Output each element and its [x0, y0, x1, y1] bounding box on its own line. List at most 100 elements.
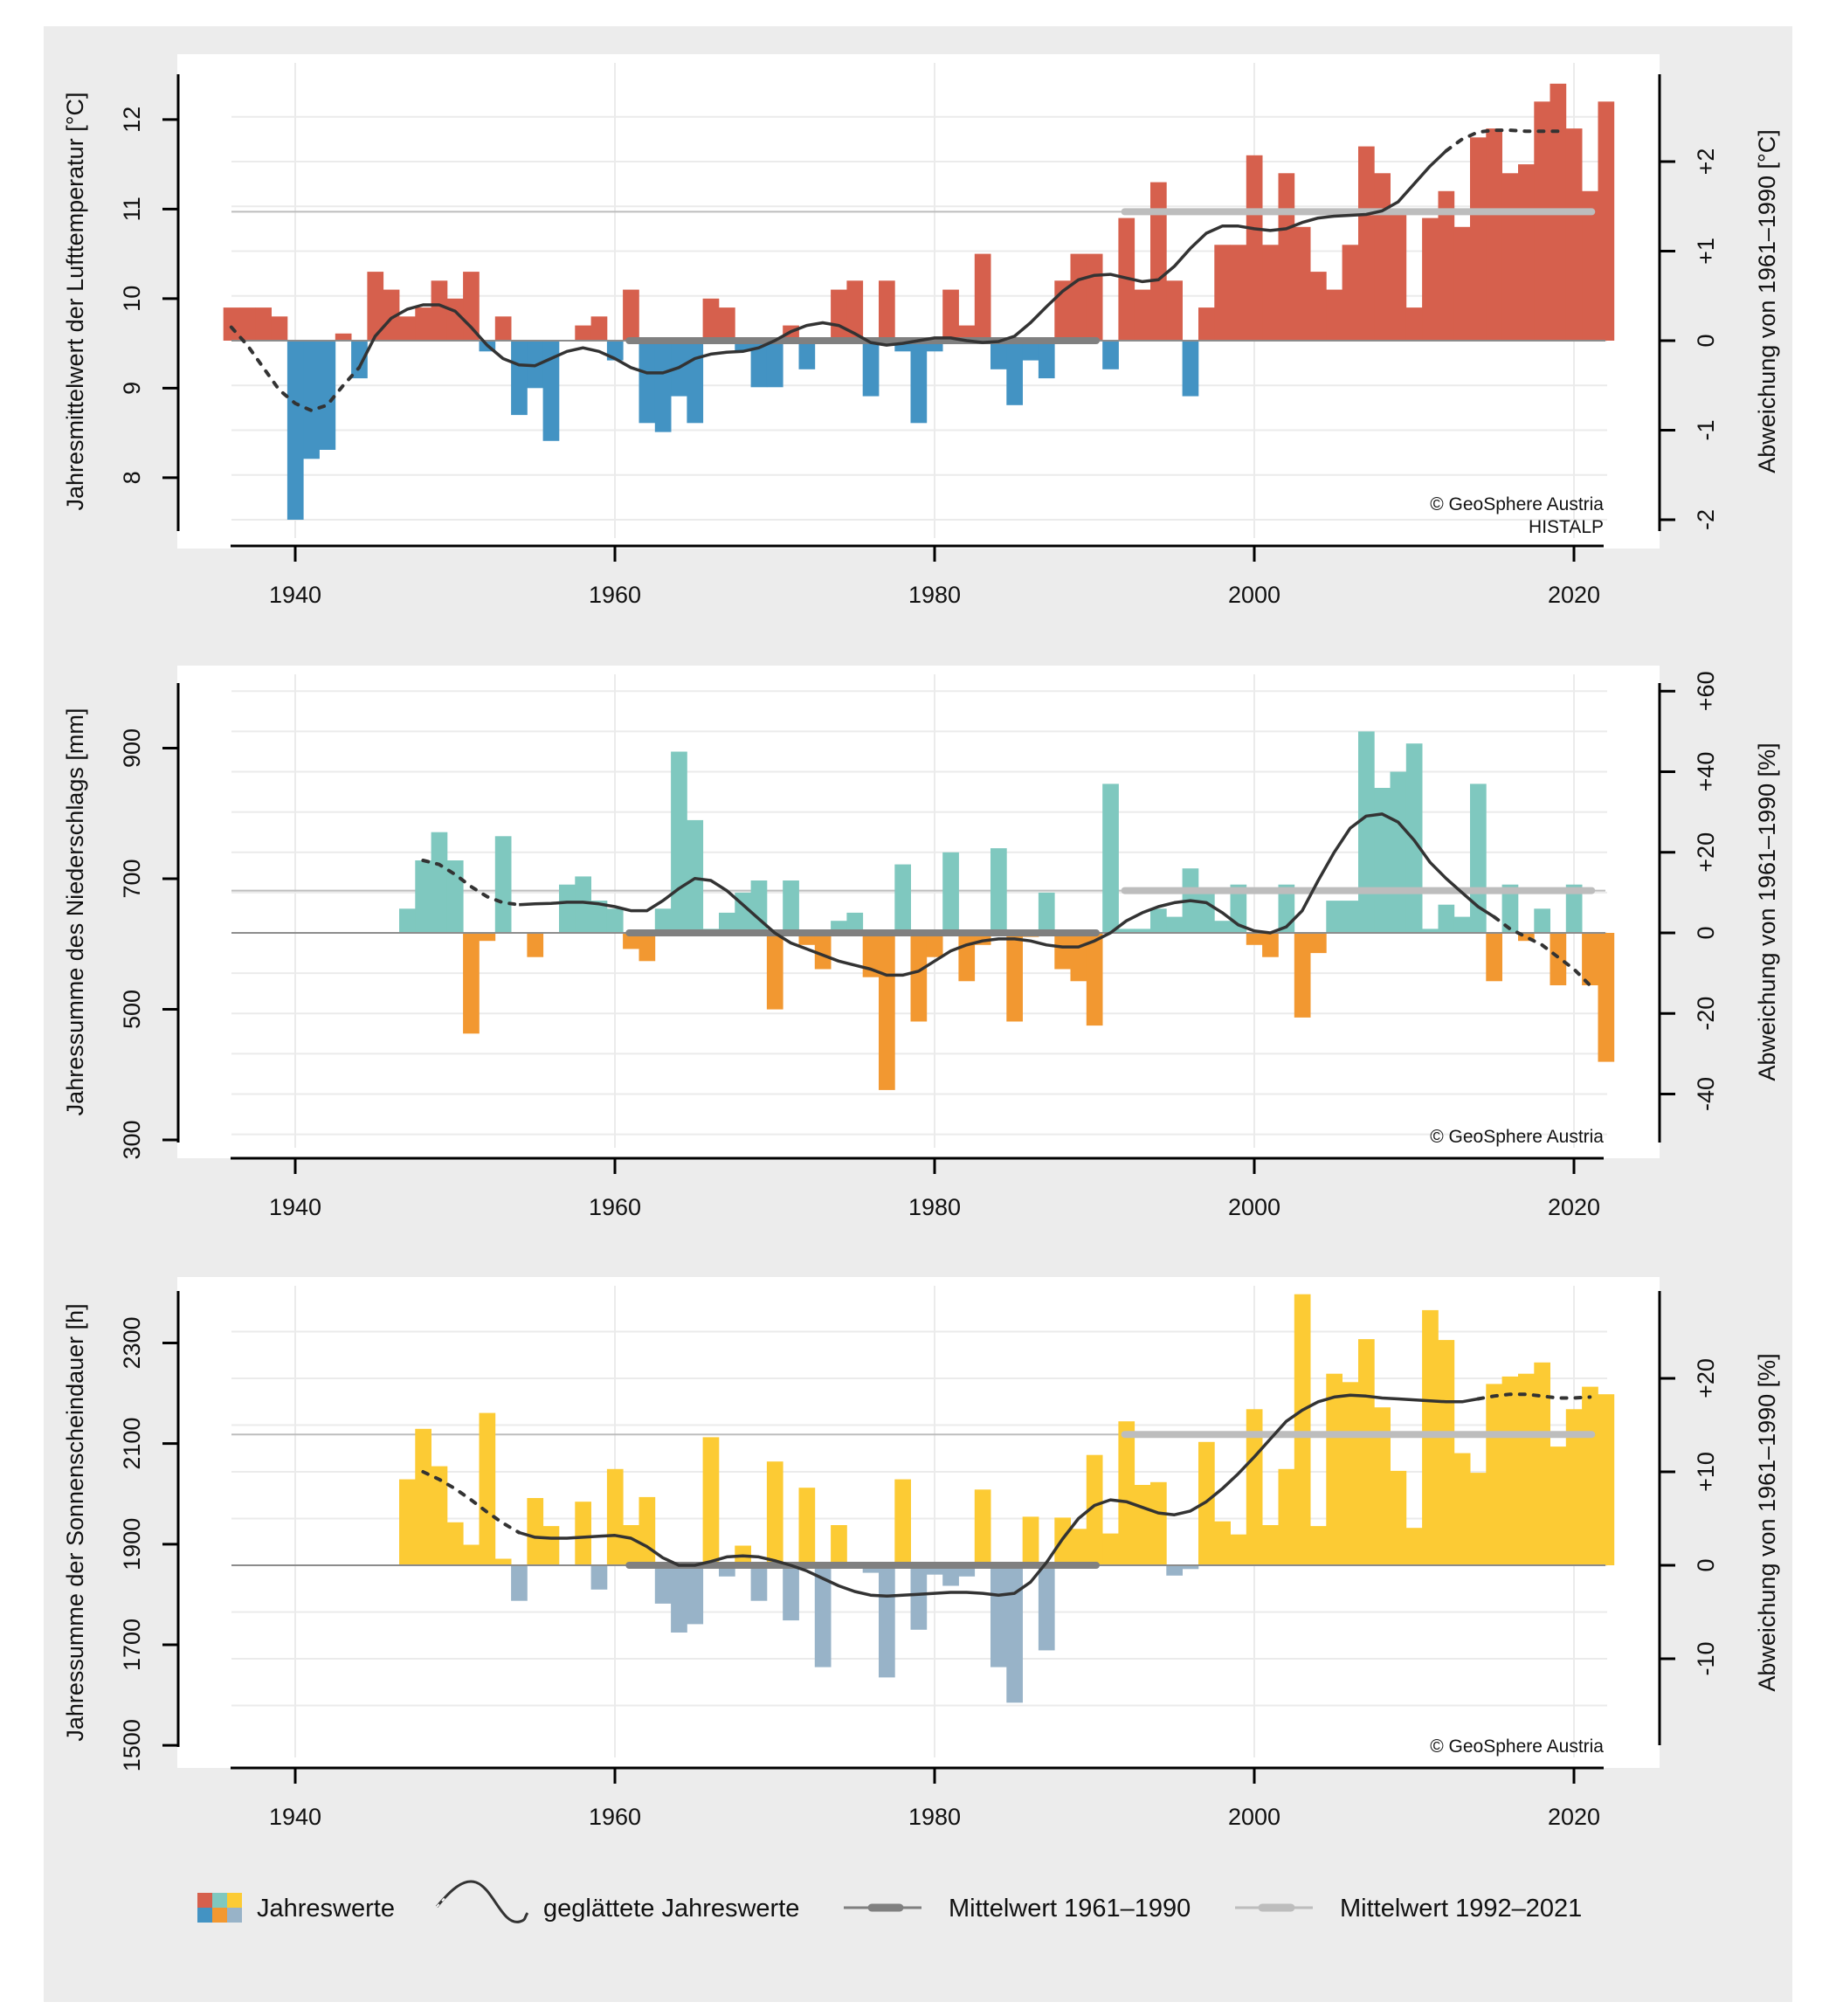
- bars: [223, 83, 1615, 520]
- bar-positive: [1294, 226, 1311, 341]
- x-tick-label: 2000: [1228, 1804, 1280, 1830]
- bar-negative: [1006, 933, 1023, 1022]
- x-tick-label: 1940: [269, 1194, 321, 1220]
- bar-positive: [623, 1525, 639, 1565]
- bar-positive: [1470, 1473, 1487, 1565]
- bar-positive: [399, 316, 416, 341]
- bar-positive: [1534, 1362, 1550, 1565]
- right-y-axis-title: Abweichung von 1961–1990 [°C]: [1754, 129, 1780, 473]
- credit-text: © GeoSphere Austria: [1430, 1736, 1604, 1757]
- left-y-tick-label: 900: [119, 728, 145, 768]
- bar-negative: [1310, 933, 1327, 954]
- bar-positive: [383, 289, 400, 341]
- bar-positive: [463, 272, 480, 341]
- bar-negative: [542, 341, 560, 441]
- bar-negative: [862, 341, 880, 397]
- bar-positive: [559, 884, 576, 933]
- bar-negative: [879, 1565, 895, 1678]
- bar-positive: [1118, 929, 1135, 933]
- bar-negative: [1598, 933, 1615, 1062]
- bar-positive: [1405, 307, 1423, 341]
- bar-positive: [831, 1525, 847, 1565]
- bar-positive: [990, 848, 1007, 933]
- left-y-tick-label: 700: [119, 859, 145, 898]
- bar-positive: [1453, 916, 1471, 933]
- bar-positive: [1118, 1421, 1135, 1565]
- temperature-panel: 8 9 10 11 12 Jahresmittelwert der Lufttempera…: [62, 54, 1780, 608]
- bar-positive: [606, 908, 624, 933]
- bar-positive: [1470, 784, 1487, 933]
- bar-positive: [1598, 1394, 1615, 1565]
- legend-item-smoothed: geglättete Jahreswerte: [435, 1880, 799, 1923]
- bar-positive: [415, 307, 431, 341]
- bar-positive: [1070, 253, 1087, 341]
- bar-positive: [1486, 1384, 1502, 1565]
- bar-positive: [1166, 916, 1183, 933]
- x-tick-label: 1980: [908, 1804, 961, 1830]
- bar-positive: [1501, 1376, 1519, 1565]
- bar-positive: [1086, 1454, 1103, 1565]
- right-y-tick-label: +40: [1693, 752, 1719, 792]
- bar-positive: [1405, 1528, 1423, 1565]
- left-y-tick-label: 1900: [119, 1518, 145, 1571]
- x-tick-label: 2020: [1548, 582, 1600, 608]
- x-tick-label: 1960: [589, 1804, 641, 1830]
- bar-positive: [623, 289, 639, 341]
- bar-positive: [415, 860, 431, 933]
- right-y-tick-label: -2: [1693, 509, 1719, 530]
- bar-positive: [1326, 901, 1342, 933]
- bar-negative: [1294, 933, 1311, 1018]
- bar-positive: [1326, 289, 1342, 341]
- bar-positive: [606, 1468, 624, 1565]
- swatch-cell: [227, 1908, 242, 1923]
- bar-positive: [1422, 217, 1439, 341]
- bar-negative: [1182, 341, 1199, 397]
- plot-area: [177, 54, 1660, 549]
- smoothed-line-dash-icon: [436, 1896, 446, 1908]
- right-y-tick-label: -1: [1693, 419, 1719, 440]
- left-y-tick-label: 1500: [119, 1719, 145, 1771]
- left-y-tick-label: 10: [119, 286, 145, 312]
- bar-positive: [1390, 1470, 1407, 1565]
- bar-negative: [942, 1565, 959, 1586]
- bar-positive: [367, 272, 384, 341]
- bar-positive: [1102, 1533, 1119, 1565]
- bar-negative: [750, 1565, 768, 1601]
- bar-positive: [1470, 137, 1487, 341]
- bar-positive: [942, 852, 959, 933]
- bar-positive: [846, 912, 864, 933]
- bar-positive: [1262, 1525, 1279, 1565]
- bar-positive: [719, 307, 735, 341]
- bar-positive: [1310, 1526, 1327, 1565]
- bar-negative: [1486, 933, 1502, 982]
- bar-positive: [527, 1498, 544, 1565]
- bar-positive: [271, 316, 288, 341]
- x-tick-label: 1940: [269, 1804, 321, 1830]
- bar-positive: [1086, 253, 1103, 341]
- bar-positive: [1326, 1373, 1342, 1565]
- bar-negative: [862, 933, 880, 977]
- bar-negative: [1102, 341, 1119, 369]
- swatch-cell: [212, 1893, 227, 1908]
- bar-negative: [638, 341, 656, 424]
- bar-positive: [1518, 1373, 1535, 1565]
- left-y-tick-label: 300: [119, 1120, 145, 1159]
- bar-positive: [1550, 1446, 1567, 1565]
- bar-negative: [638, 933, 656, 962]
- bar-negative: [958, 933, 976, 982]
- swatch-cell: [197, 1908, 212, 1923]
- bar-positive: [1438, 1340, 1455, 1565]
- credit-text: HISTALP: [1529, 517, 1604, 537]
- bar-positive: [1294, 1294, 1311, 1565]
- right-y-axis-title: Abweichung von 1961–1990 [%]: [1754, 1353, 1780, 1691]
- bar-positive: [766, 1461, 783, 1565]
- bar-positive: [494, 1558, 512, 1565]
- bar-positive: [431, 832, 448, 933]
- left-y-axis-title: Jahressumme der Sonnenscheindauer [h]: [62, 1303, 88, 1741]
- bar-positive: [1198, 1441, 1215, 1565]
- legend-label-smoothed: geglättete Jahreswerte: [543, 1895, 799, 1923]
- bar-negative: [766, 341, 783, 388]
- legend: Jahreswerte geglättete Jahreswerte Mitte…: [197, 1880, 1582, 1923]
- legend-item-mean-1961-1990: Mittelwert 1961–1990: [844, 1895, 1191, 1923]
- bar-positive: [1070, 1529, 1087, 1565]
